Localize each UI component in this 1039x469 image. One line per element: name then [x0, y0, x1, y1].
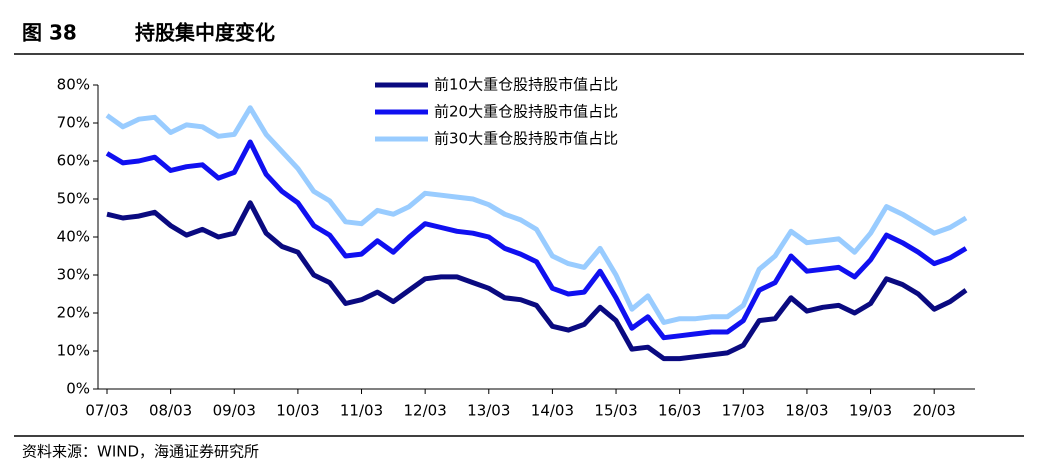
x-tick-label: 09/03	[213, 402, 256, 420]
figure-label: 图 38	[22, 21, 77, 45]
legend-label: 前10大重仓股持股市值占比	[434, 76, 618, 94]
y-tick-label: 60%	[57, 152, 90, 170]
y-tick-label: 70%	[57, 114, 90, 132]
series-line	[105, 139, 968, 341]
y-tick-label: 20%	[57, 304, 90, 322]
legend-label: 前20大重仓股持股市值占比	[434, 103, 618, 121]
y-tick-label: 50%	[57, 190, 90, 208]
x-tick-label: 13/03	[467, 402, 510, 420]
y-tick-label: 0%	[66, 380, 90, 398]
legend-label: 前30大重仓股持股市值占比	[434, 130, 618, 148]
x-tick-label: 11/03	[340, 402, 383, 420]
series-line	[106, 200, 968, 362]
x-tick-label: 07/03	[85, 402, 128, 420]
series-line	[105, 105, 968, 325]
x-tick-label: 16/03	[658, 402, 701, 420]
x-tick-label: 19/03	[849, 402, 892, 420]
y-tick-label: 80%	[57, 76, 90, 94]
y-tick-label: 30%	[57, 266, 90, 284]
y-tick-label: 10%	[57, 342, 90, 360]
y-tick-label: 40%	[57, 228, 90, 246]
x-tick-label: 18/03	[785, 402, 828, 420]
x-tick-label: 08/03	[149, 402, 192, 420]
x-tick-label: 10/03	[276, 402, 319, 420]
x-tick-label: 20/03	[913, 402, 956, 420]
x-tick-label: 17/03	[722, 402, 765, 420]
x-tick-label: 15/03	[594, 402, 637, 420]
x-tick-label: 14/03	[531, 402, 574, 420]
chart-title: 持股集中度变化	[135, 21, 275, 45]
source: 资料来源：WIND，海通证券研究所	[22, 443, 259, 461]
x-tick-label: 12/03	[404, 402, 447, 420]
